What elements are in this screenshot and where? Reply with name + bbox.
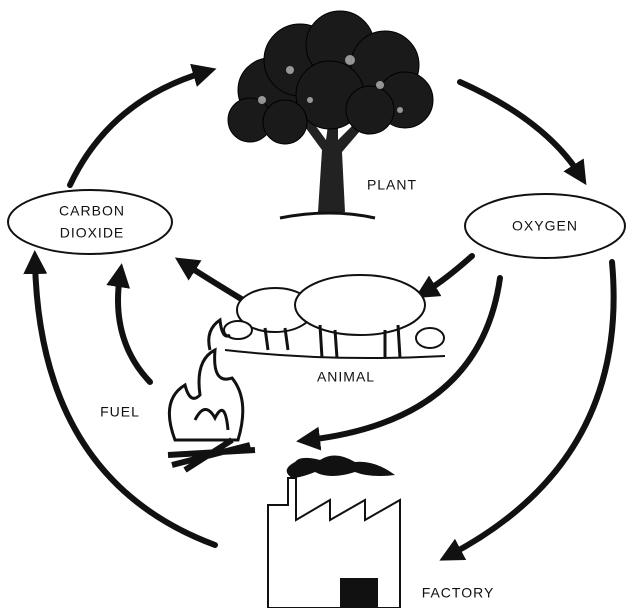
fuel-fire-illustration xyxy=(167,317,256,473)
animal-label: ANIMAL xyxy=(317,369,375,385)
plant-label: PLANT xyxy=(367,177,417,193)
carbon-dioxide-label-line-1: CARBON xyxy=(59,203,125,219)
oxygen-ellipse xyxy=(464,193,626,259)
animal-illustration xyxy=(223,274,446,359)
fuel-label: FUEL xyxy=(100,404,140,420)
arrows xyxy=(23,63,617,561)
oxygen-label: OXYGEN xyxy=(512,218,578,234)
tree-illustration xyxy=(227,10,434,220)
carbon-dioxide-ellipse xyxy=(7,189,173,255)
carbon-dioxide-label-line-2: DIOXIDE xyxy=(60,225,125,241)
factory-illustration xyxy=(267,455,401,608)
factory-label: FACTORY xyxy=(422,585,495,601)
